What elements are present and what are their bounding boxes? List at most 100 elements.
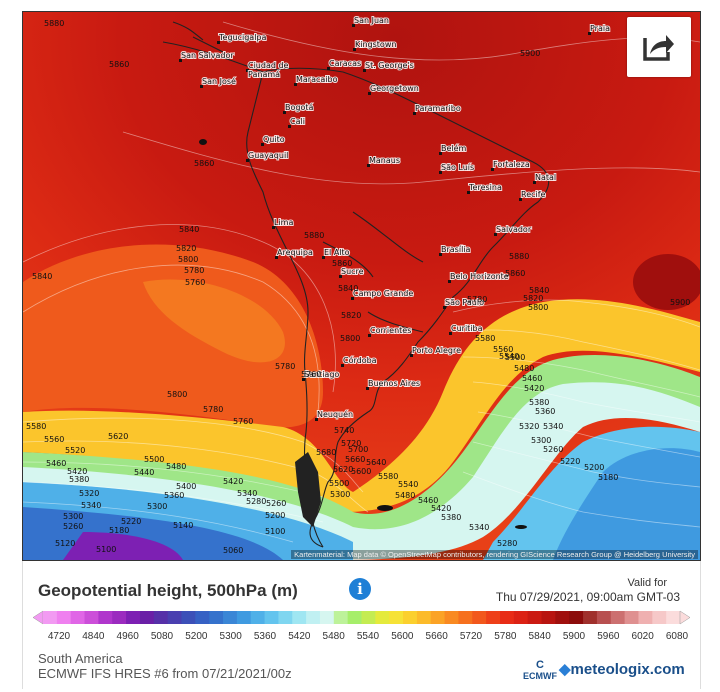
scale-label: 5480 <box>323 631 346 642</box>
scale-label: 5840 <box>529 631 552 642</box>
scale-swatch <box>112 611 127 624</box>
scale-swatch <box>56 611 72 624</box>
share-button[interactable] <box>627 17 691 77</box>
city-label: Praia <box>590 24 610 33</box>
scale-label: 4960 <box>117 631 140 642</box>
city-marker <box>363 69 366 72</box>
city-label: Neuquén <box>317 409 353 419</box>
contour-value-label: 5200 <box>265 511 285 520</box>
city-label: Santiago <box>304 370 339 379</box>
scale-swatch <box>195 611 210 624</box>
contour-value-label: 5840 <box>529 286 549 295</box>
scale-label: 5360 <box>254 631 277 642</box>
scale-label: 5900 <box>563 631 586 642</box>
city-marker <box>246 69 249 72</box>
contour-value-label: 5480 <box>395 491 415 500</box>
contour-value-label: 5340 <box>81 501 101 510</box>
city-marker <box>588 32 591 35</box>
city-label: Georgetown <box>370 84 419 93</box>
city-marker <box>261 143 264 146</box>
city-marker <box>368 92 371 95</box>
contour-value-label: 5360 <box>164 491 184 500</box>
model-label: ECMWF IFS HRES #6 from 07/21/2021/00z <box>38 666 292 681</box>
map-footer: Geopotential height, 500hPa (m) i Valid … <box>22 561 701 689</box>
contour-value-label: 5420 <box>67 467 87 476</box>
contour-value-label: 5620 <box>108 432 128 441</box>
scale-label: 4840 <box>82 631 105 642</box>
city-label: Córdoba <box>343 355 377 365</box>
scale-swatch <box>583 611 598 624</box>
city-label: Belo Horizonte <box>450 272 509 281</box>
field-orange-core <box>143 279 285 363</box>
contour-value-label: 5840 <box>32 272 52 281</box>
field-purple <box>63 532 183 560</box>
city-marker <box>341 364 344 367</box>
city-marker <box>315 418 318 421</box>
city-marker <box>179 59 182 62</box>
city-marker <box>246 159 249 162</box>
contour-value-label: 5800 <box>167 390 187 399</box>
contour-value-label: 5860 <box>109 60 129 69</box>
contour-value-label: 5300 <box>330 490 350 499</box>
scale-swatch <box>181 611 196 624</box>
contour-value-label: 5900 <box>670 298 690 307</box>
contour-value-label: 5800 <box>340 334 360 343</box>
contour-value-label: 5380 <box>69 475 89 484</box>
scale-label: 6020 <box>632 631 655 642</box>
scale-label: 5780 <box>494 631 517 642</box>
contour-value-label: 5460 <box>46 459 66 468</box>
city-label: San Salvador <box>181 51 234 60</box>
contour-value-label: 5760 <box>185 278 205 287</box>
city-marker <box>283 111 286 114</box>
contour-value-label: 5480 <box>166 462 186 471</box>
city-marker <box>302 378 305 381</box>
contour-value-label: 5880 <box>509 252 529 261</box>
scale-swatch <box>444 611 459 624</box>
city-label: Panamá <box>248 70 280 79</box>
scale-swatch <box>361 611 376 624</box>
meteologix-icon: ◆ <box>559 661 571 678</box>
city-marker <box>533 181 536 184</box>
city-marker <box>352 24 355 27</box>
city-label: Belém <box>441 143 467 153</box>
map-frame[interactable]: Tegucigalpa San Salvador San José Ciudad de… <box>22 11 701 561</box>
contour-value-label: 5600 <box>351 467 371 476</box>
contour-value-label: 5280 <box>246 497 266 506</box>
city-label: Arequipa <box>277 248 313 257</box>
contour-value-label: 5420 <box>431 504 451 513</box>
contour-value-label: 5500 <box>144 455 164 464</box>
city-marker <box>439 152 442 155</box>
info-icon[interactable]: i <box>349 578 371 600</box>
city-label: Paramaribo <box>415 104 461 113</box>
geopotential-map[interactable]: Tegucigalpa San Salvador San José Ciudad de… <box>23 12 700 560</box>
scale-swatch <box>278 611 293 624</box>
contour-value-label: 5580 <box>475 334 495 343</box>
valid-time: Thu 07/29/2021, 09:00am GMT-03 <box>495 590 680 604</box>
city-marker <box>519 198 522 201</box>
field-orange <box>23 244 323 428</box>
city-label: São Luís <box>441 163 474 172</box>
city-label: Curitiba <box>451 324 483 333</box>
contour-value-label: 5380 <box>441 513 461 522</box>
scale-swatch <box>167 611 182 624</box>
contour-value-label: 5100 <box>265 527 285 536</box>
contour-value-label: 5260 <box>543 445 563 454</box>
contour-value-label: 5520 <box>65 446 85 455</box>
scale-swatch <box>389 611 404 624</box>
contour-value-label: 5880 <box>304 231 324 240</box>
meteologix-logo[interactable]: ◆meteologix.com <box>559 661 685 678</box>
contour-value-label: 5120 <box>55 539 75 548</box>
color-scale-legend: 4720 4840 4960 5080 5200 5300 5360 5420 5480 5540… <box>32 610 691 642</box>
city-label: San José <box>202 76 236 86</box>
city-marker <box>443 306 446 309</box>
scale-swatch <box>416 611 432 624</box>
scale-label: 5960 <box>597 631 620 642</box>
scale-swatch <box>264 611 279 624</box>
city-layer: Tegucigalpa San Salvador San José Ciudad de… <box>179 15 611 421</box>
city-marker <box>275 256 278 259</box>
color-scale-bar <box>32 610 691 625</box>
scale-label: 5420 <box>288 631 311 642</box>
contour-value-label: 5460 <box>418 496 438 505</box>
scale-swatch <box>223 611 238 624</box>
contour-value-label: 5460 <box>522 374 542 383</box>
